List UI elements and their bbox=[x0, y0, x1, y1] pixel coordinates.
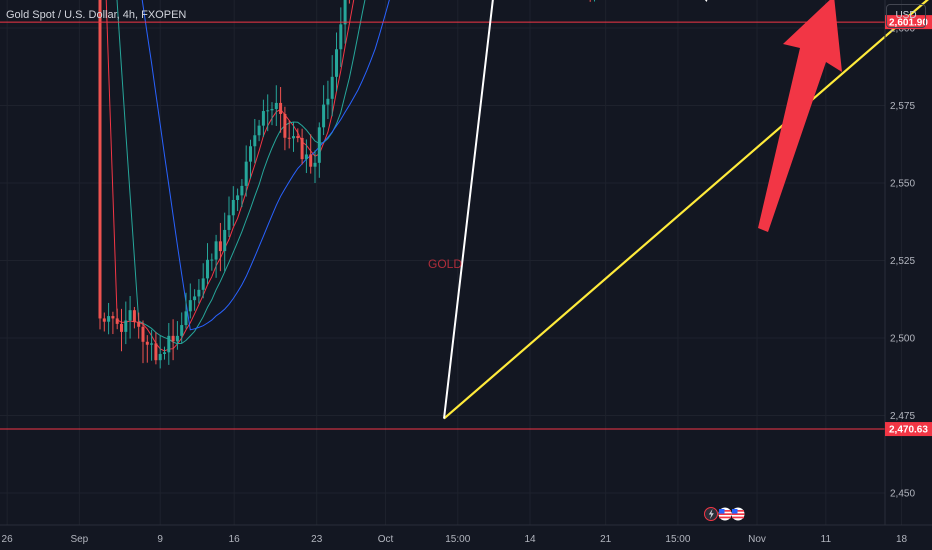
price-tick-label: 2,500 bbox=[890, 334, 915, 345]
price-channel[interactable] bbox=[443, 0, 932, 420]
candle-body bbox=[188, 300, 192, 312]
candle-body bbox=[270, 108, 274, 111]
candle-body bbox=[184, 311, 188, 326]
candle-body bbox=[253, 135, 257, 147]
candle-body bbox=[339, 24, 343, 50]
candle-body bbox=[309, 154, 313, 167]
currency-button[interactable]: USD bbox=[886, 4, 926, 28]
candle-body bbox=[180, 325, 184, 336]
candle-body bbox=[124, 320, 128, 332]
candle-body bbox=[210, 259, 214, 261]
candle-body bbox=[240, 185, 244, 196]
event-icons[interactable] bbox=[704, 507, 745, 521]
candle-body bbox=[214, 241, 218, 260]
candle-body bbox=[266, 110, 270, 112]
candle-body bbox=[158, 353, 162, 361]
level-tag-label: 2,601.90 bbox=[889, 18, 928, 29]
candle-body bbox=[326, 98, 330, 105]
candle-body bbox=[244, 161, 248, 186]
us-flag-icon[interactable] bbox=[731, 507, 745, 521]
candle-body bbox=[274, 102, 278, 109]
candle-body bbox=[249, 146, 252, 162]
level-tag-label: 2,470.63 bbox=[889, 425, 928, 436]
projection-arrow[interactable] bbox=[758, 0, 842, 232]
candle-body bbox=[137, 322, 141, 327]
candle-body bbox=[300, 137, 304, 160]
candle-body bbox=[322, 104, 326, 128]
candle-body bbox=[343, 0, 347, 25]
time-tick-label: 15:00 bbox=[665, 534, 690, 545]
candle-body bbox=[107, 316, 111, 322]
candle-body bbox=[227, 215, 231, 230]
candle-body bbox=[150, 343, 154, 345]
candle-body bbox=[335, 49, 338, 77]
candle-body bbox=[257, 125, 261, 136]
candle-body bbox=[292, 136, 295, 139]
candle-body bbox=[317, 127, 321, 163]
candle-body bbox=[115, 318, 119, 324]
candle-body bbox=[175, 335, 179, 342]
candle-body bbox=[141, 326, 145, 342]
candle-body bbox=[223, 229, 227, 252]
candle-body bbox=[287, 137, 291, 139]
candle-body bbox=[313, 162, 317, 167]
price-tick-label: 2,475 bbox=[890, 411, 915, 422]
candle-body bbox=[197, 289, 201, 297]
candle-body bbox=[120, 323, 123, 332]
candle-body bbox=[98, 0, 102, 319]
candle-body bbox=[261, 111, 265, 126]
moving-average-line bbox=[116, 0, 366, 345]
candle-body bbox=[304, 154, 308, 160]
candles bbox=[98, 0, 595, 369]
candle-body bbox=[279, 102, 283, 114]
time-tick-label: 14 bbox=[524, 534, 536, 545]
candle-body bbox=[236, 195, 240, 200]
time-tick-label: 11 bbox=[821, 534, 832, 545]
us-flag-icon[interactable] bbox=[718, 507, 732, 521]
level-tag bbox=[885, 422, 932, 437]
time-tick-label: 26 bbox=[2, 534, 14, 545]
symbol-watermark: GOLD bbox=[428, 257, 462, 271]
price-tick-label: 2,575 bbox=[890, 101, 915, 112]
horizontal-levels bbox=[0, 21, 885, 430]
candle-body bbox=[201, 278, 205, 290]
candle-body bbox=[206, 259, 209, 279]
moving-average-line bbox=[141, 0, 390, 331]
candle-body bbox=[231, 199, 235, 216]
time-tick-label: 23 bbox=[311, 534, 323, 545]
candle-body bbox=[145, 341, 149, 345]
candle-body bbox=[296, 136, 300, 138]
time-tick-label: 9 bbox=[157, 534, 163, 545]
projection-arrow-shape[interactable] bbox=[758, 0, 842, 232]
time-tick-label: 21 bbox=[600, 534, 612, 545]
time-tick-label: Sep bbox=[70, 534, 88, 545]
candle-body bbox=[283, 113, 287, 138]
time-tick-label: 18 bbox=[896, 534, 908, 545]
candle-body bbox=[193, 296, 197, 301]
candle-body bbox=[218, 241, 222, 252]
candle-body bbox=[102, 318, 106, 322]
time-tick-label: 15:00 bbox=[445, 534, 470, 545]
candle-body bbox=[163, 352, 166, 354]
time-tick-label: 16 bbox=[229, 534, 241, 545]
candle-body bbox=[154, 343, 158, 361]
lightning-glyph bbox=[708, 509, 714, 519]
candle-body bbox=[171, 335, 175, 342]
price-tick-label: 2,525 bbox=[890, 256, 915, 267]
candle-body bbox=[128, 310, 132, 321]
channel-line-lower[interactable] bbox=[443, 0, 932, 420]
level-tag bbox=[885, 15, 932, 30]
price-tick-label: 2,450 bbox=[890, 489, 915, 500]
chart-title: Gold Spot / U.S. Dollar, 4h, FXOPEN bbox=[6, 9, 187, 21]
candle-body bbox=[111, 316, 115, 319]
price-tick-label: 2,550 bbox=[890, 179, 915, 190]
candle-body bbox=[132, 310, 136, 323]
time-tick-label: Nov bbox=[748, 534, 766, 545]
candle-body bbox=[167, 335, 171, 353]
candle-body bbox=[330, 76, 334, 99]
price-tags: 2,790.842,686.092,601.902,470.632,731.73… bbox=[885, 15, 932, 437]
time-tick-label: Oct bbox=[378, 534, 394, 545]
